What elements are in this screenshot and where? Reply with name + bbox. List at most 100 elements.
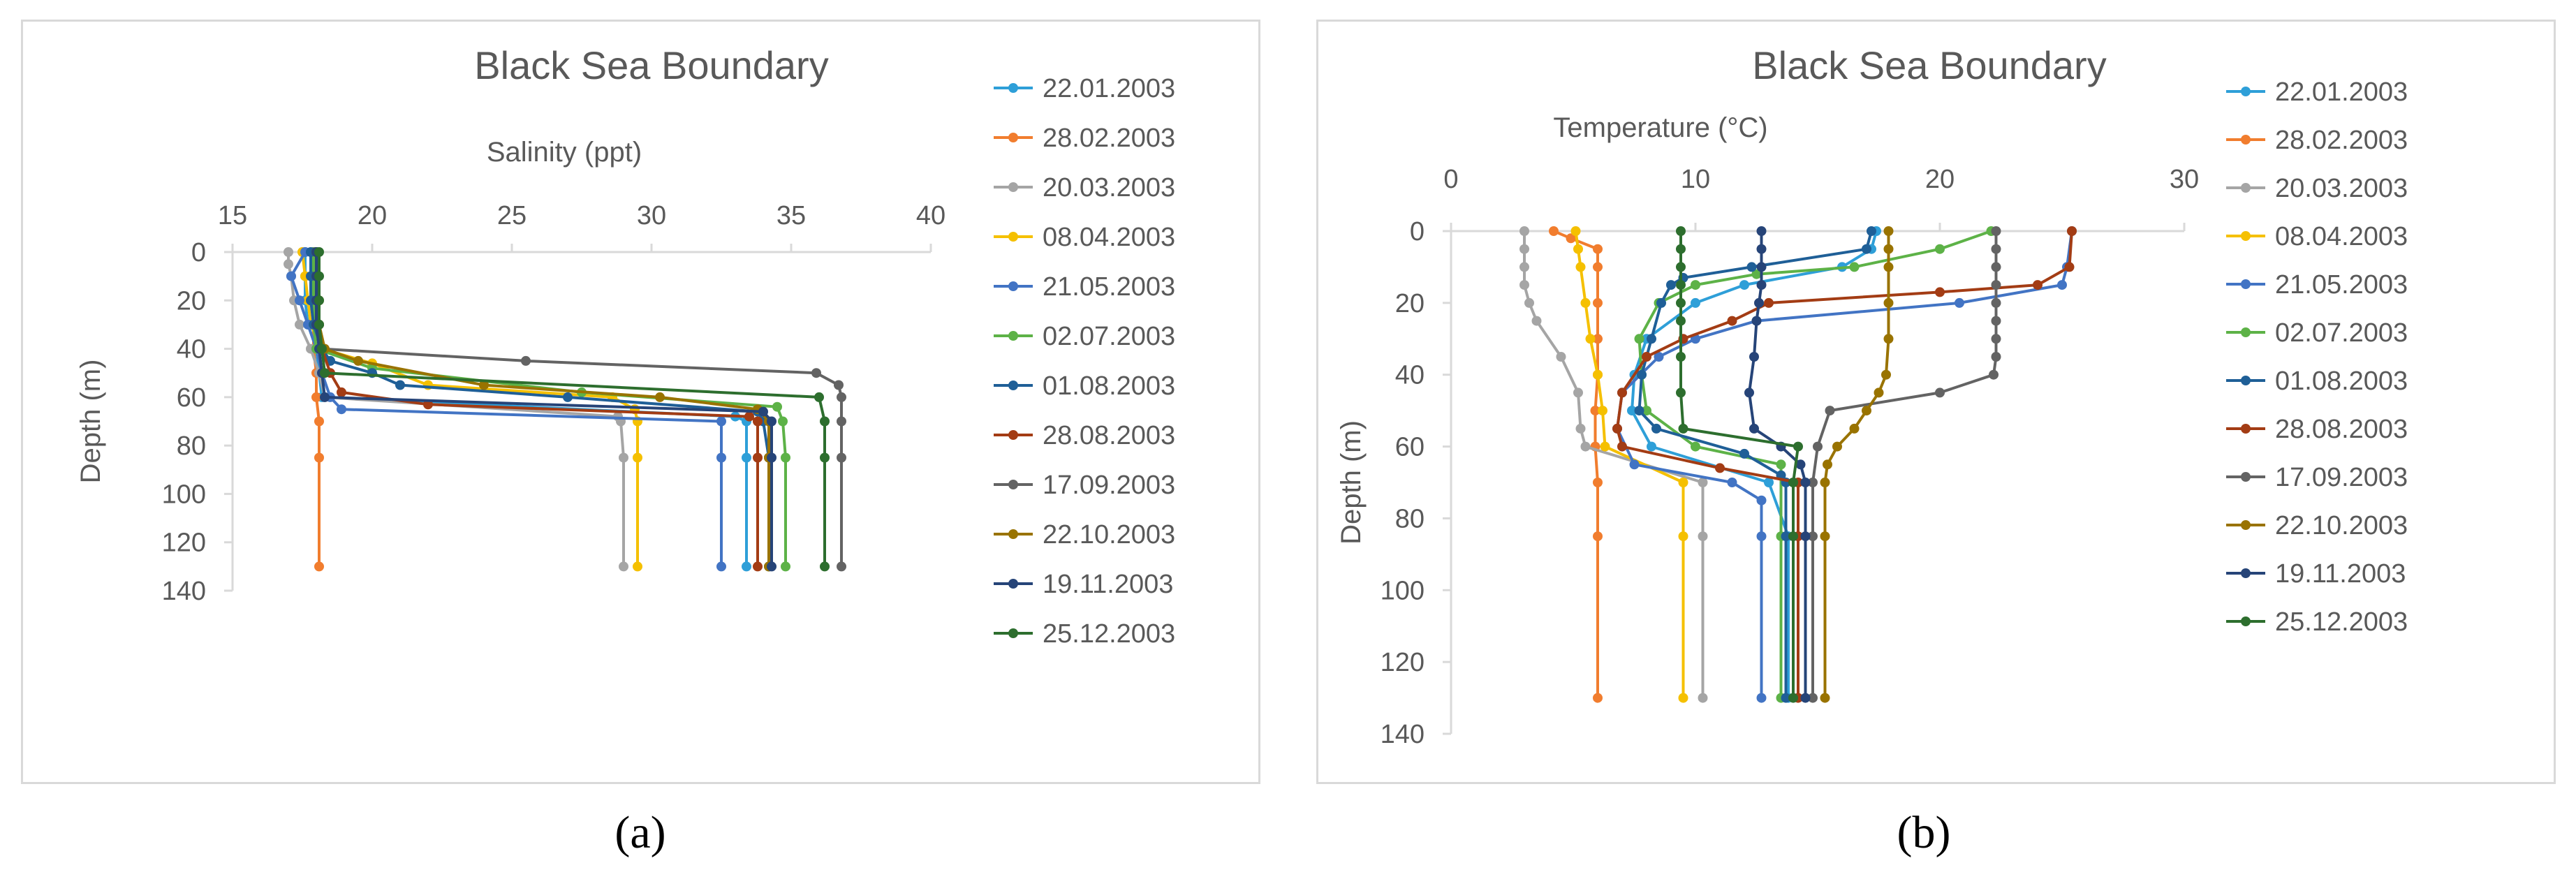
legend-marker [2241,376,2251,385]
data-point [781,452,790,463]
data-point [337,404,346,415]
data-point [1698,693,1708,703]
data-point [1832,441,1842,452]
data-point [1691,280,1700,290]
data-point [1800,693,1811,703]
data-point [1754,297,1764,308]
series-line [1823,231,1890,698]
data-point [716,561,726,572]
data-point [2057,280,2067,290]
data-point [353,355,363,366]
data-point [1739,448,1749,459]
data-point [311,392,321,402]
legend-label: 01.08.2003 [2275,367,2408,396]
data-point [1590,406,1600,416]
data-point [1756,262,1767,272]
data-point [317,344,327,354]
data-point [1676,262,1686,272]
data-point [1795,459,1806,470]
data-point [1647,334,1656,344]
y-tick-label: 0 [1410,217,1425,246]
data-point [753,561,763,572]
data-point [1715,463,1725,473]
data-point [1566,233,1576,244]
data-point [1825,406,1835,416]
series-20.03.2003 [1519,226,1708,703]
data-point [778,416,788,427]
data-point [286,271,296,281]
data-point [1883,334,1894,344]
data-point [1676,352,1686,362]
data-point [1678,423,1688,434]
data-point [1788,478,1798,487]
data-point [314,295,324,306]
data-point [1676,297,1686,308]
data-point [1991,297,2001,308]
legend-marker [1008,83,1018,93]
data-point [1808,531,1818,542]
y-tick-label: 80 [1395,504,1425,533]
data-point [1575,423,1586,434]
data-point [1585,334,1596,344]
data-point [744,411,754,422]
data-point [1691,441,1700,452]
data-point [1651,423,1661,434]
y-axis-label: Depth (m) [1336,420,1367,545]
data-point [1756,226,1767,236]
data-point [1676,226,1686,236]
x-axis-label: Salinity (ppt) [487,137,642,168]
x-tick-label: 30 [2170,165,2199,194]
data-point [1634,334,1644,344]
data-point [1549,226,1559,236]
data-point [1991,334,2001,344]
data-point [395,380,405,390]
data-point [1647,441,1656,452]
data-point [1642,406,1651,416]
data-point [716,416,726,427]
data-point [1629,459,1640,470]
y-tick-label: 40 [1395,361,1425,390]
data-point [1820,693,1830,703]
data-point [1593,369,1603,380]
legend-label: 20.03.2003 [1043,173,1175,202]
y-tick-label: 20 [177,286,206,316]
data-point [742,561,751,572]
data-point [284,259,293,270]
data-point [1519,262,1529,272]
data-point [820,561,830,572]
y-tick-label: 20 [1395,289,1425,318]
legend-item: 22.01.2003 [994,74,1175,103]
legend-marker [1008,430,1018,440]
legend-marker [1008,529,1018,539]
data-point [1823,459,1832,470]
data-point [1991,226,2001,236]
data-point [767,416,777,427]
data-point [1637,369,1647,380]
data-point [1739,280,1749,290]
legend-label: 21.05.2003 [1043,272,1175,302]
data-point [2067,226,2077,236]
legend-item: 22.10.2003 [994,520,1175,549]
legend-marker [2241,279,2251,289]
series-line [1523,231,1705,698]
legend-marker [2241,87,2251,96]
data-point [1634,406,1644,416]
data-point [633,452,642,463]
y-tick-label: 40 [177,335,206,364]
legend-marker [2241,183,2251,193]
series-line [1631,230,1878,698]
legend-marker [1008,133,1018,142]
data-point [753,416,763,427]
legend-item: 02.07.2003 [2226,318,2408,348]
legend-item: 08.04.2003 [994,223,1175,252]
data-point [1849,423,1860,434]
data-point [820,452,830,463]
data-point [814,392,824,402]
data-point [1676,387,1686,398]
data-point [1788,693,1798,703]
data-point [1883,244,1894,254]
data-point [1764,478,1774,487]
data-point [655,392,665,402]
data-point [811,368,821,378]
data-point [1612,423,1622,434]
